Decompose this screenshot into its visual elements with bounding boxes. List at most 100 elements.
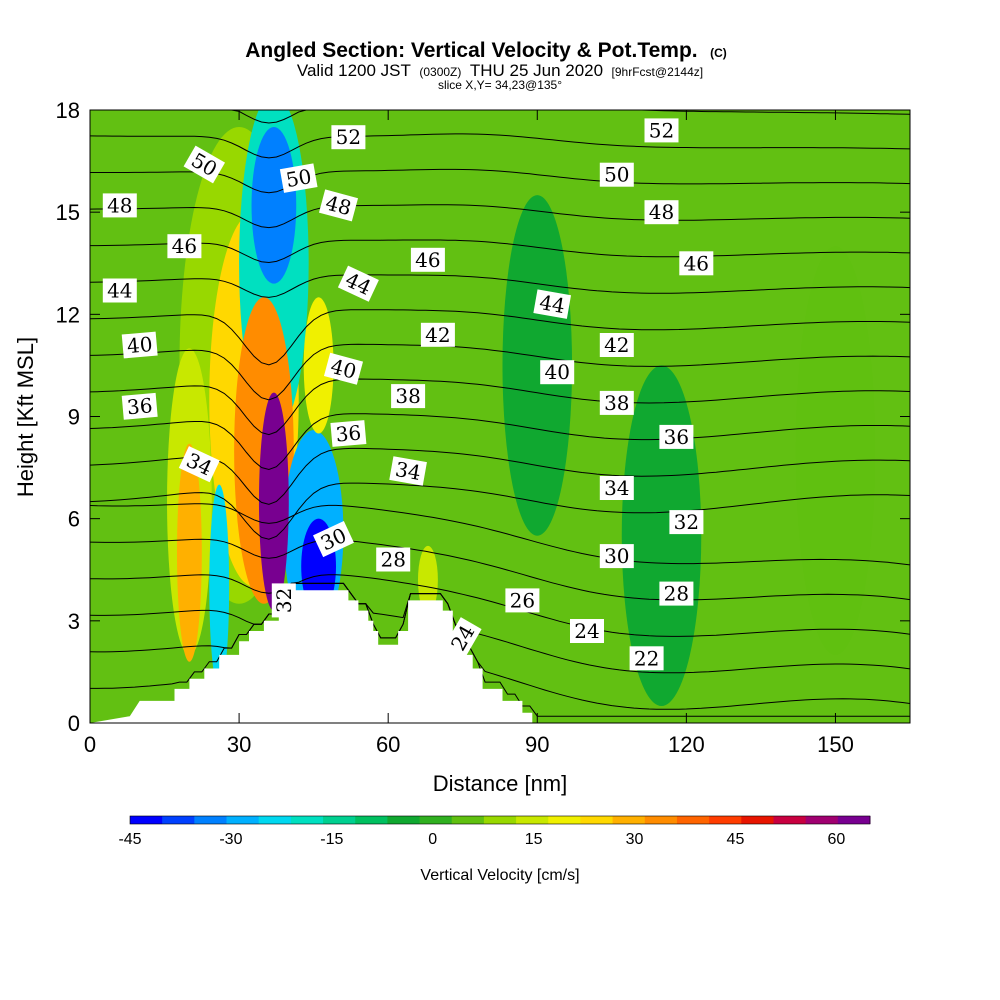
colorbar-tick-label: 30 xyxy=(626,831,644,848)
isotherm-line xyxy=(90,447,910,505)
x-tick-label: 120 xyxy=(668,732,705,757)
colorbar-swatch xyxy=(258,816,292,824)
isotherm-line xyxy=(90,503,910,566)
contour-label-text: 24 xyxy=(574,619,599,643)
colorbar-tick-label: 15 xyxy=(525,831,543,848)
colorbar-tick-label: 45 xyxy=(727,831,745,848)
velocity-cell xyxy=(176,443,202,662)
colorbar-swatch xyxy=(323,816,356,824)
y-tick-label: 9 xyxy=(68,405,80,430)
velocity-cell xyxy=(795,246,876,655)
colorbar-tick-label: -30 xyxy=(219,831,242,848)
colorbar-swatch xyxy=(580,816,614,824)
isotherm-line xyxy=(90,378,910,436)
colorbar-swatch xyxy=(612,816,646,824)
y-tick-label: 18 xyxy=(56,98,80,123)
contour-label: 52 xyxy=(331,125,366,150)
contour-label-text: 52 xyxy=(649,118,674,142)
colorbar-swatch xyxy=(130,816,163,824)
y-axis-label: Height [Kft MSL] xyxy=(13,337,38,497)
isotherm-line xyxy=(90,582,910,710)
colorbar-swatch xyxy=(162,816,195,824)
contour-label: 50 xyxy=(599,162,634,187)
contour-label-text: 48 xyxy=(107,193,132,217)
contour-label-text: 26 xyxy=(510,588,535,612)
contour-label: 30 xyxy=(599,544,634,569)
colorbar-swatch xyxy=(419,816,453,824)
contour-label: 46 xyxy=(410,247,445,272)
potential-temperature-contours xyxy=(90,110,910,717)
colorbar-swatch xyxy=(741,816,774,824)
velocity-cell xyxy=(303,297,334,434)
isotherm-line xyxy=(90,413,910,471)
contour-label: 40 xyxy=(540,360,575,385)
contour-label: 38 xyxy=(599,390,634,415)
chart-subtitle: Valid 1200 JST (0300Z) THU 25 Jun 2020 [… xyxy=(297,61,703,80)
colorbar-tick-label: -45 xyxy=(118,831,141,848)
x-tick-label: 150 xyxy=(817,732,854,757)
x-tick-label: 30 xyxy=(227,732,251,757)
contour-label-text: 36 xyxy=(664,425,689,449)
velocity-cell xyxy=(251,127,297,284)
contour-label-text: 32 xyxy=(272,588,296,613)
contour-label-text: 28 xyxy=(664,582,689,606)
isotherm-line xyxy=(90,343,910,401)
chart-title: Angled Section: Vertical Velocity & Pot.… xyxy=(245,39,727,62)
x-tick-label: 60 xyxy=(376,732,400,757)
contour-label: 42 xyxy=(420,322,455,347)
colorbar-swatch xyxy=(709,816,742,824)
velocity-cell xyxy=(209,484,230,689)
contour-label-text: 34 xyxy=(393,457,422,485)
contour-label: 38 xyxy=(391,384,426,409)
velocity-cell xyxy=(502,195,573,536)
colorbar-swatch xyxy=(516,816,549,824)
contour-label-text: 36 xyxy=(126,393,153,419)
contour-label-text: 40 xyxy=(126,332,153,358)
y-tick-label: 3 xyxy=(68,609,80,634)
contour-label: 40 xyxy=(121,331,158,359)
contour-label-text: 42 xyxy=(604,333,629,357)
y-tick-label: 0 xyxy=(68,711,80,736)
colorbar-swatch xyxy=(226,816,260,824)
velocity-cell xyxy=(418,545,438,615)
contour-label: 36 xyxy=(659,424,694,449)
contour-label: 32 xyxy=(271,583,296,618)
contour-label-text: 44 xyxy=(538,290,567,318)
colorbar-label: Vertical Velocity [cm/s] xyxy=(420,867,579,884)
contour-label: 44 xyxy=(533,289,572,319)
x-tick-label: 90 xyxy=(525,732,549,757)
contour-label-text: 46 xyxy=(172,234,197,258)
contour-label-text: 30 xyxy=(604,544,629,568)
x-tick-label: 0 xyxy=(84,732,96,757)
colorbar-swatch xyxy=(290,816,324,824)
colorbar-swatch xyxy=(676,816,710,824)
contour-label-text: 46 xyxy=(415,248,440,272)
contour-label: 50 xyxy=(279,163,318,193)
contour-label: 48 xyxy=(318,189,359,222)
contour-label: 32 xyxy=(669,510,704,535)
colorbar-tick-label: 60 xyxy=(827,831,845,848)
contour-label: 44 xyxy=(102,278,137,303)
contour-label: 24 xyxy=(570,619,604,643)
isotherm-line xyxy=(90,133,910,159)
colorbar-swatch xyxy=(548,816,581,824)
contour-label-text: 42 xyxy=(425,323,450,347)
contour-label-text: 40 xyxy=(544,360,569,384)
contour-label-text: 34 xyxy=(604,476,629,500)
isotherm-line xyxy=(90,239,910,264)
contour-label: 28 xyxy=(659,581,694,606)
terrain-mask xyxy=(90,590,910,723)
y-tick-label: 15 xyxy=(56,200,80,225)
contour-label-text: 46 xyxy=(684,251,709,275)
isotherm-line xyxy=(90,274,910,298)
colorbar-swatch xyxy=(355,816,388,824)
colorbar-frame xyxy=(129,815,871,825)
x-axis: 0 30 60 90 120 150 xyxy=(84,110,854,757)
contour-label: 52 xyxy=(644,118,679,143)
contour-label: 46 xyxy=(167,234,202,259)
contour-label-text: 38 xyxy=(395,384,420,408)
colorbar-swatch xyxy=(805,816,839,824)
contour-label: 46 xyxy=(679,251,714,276)
